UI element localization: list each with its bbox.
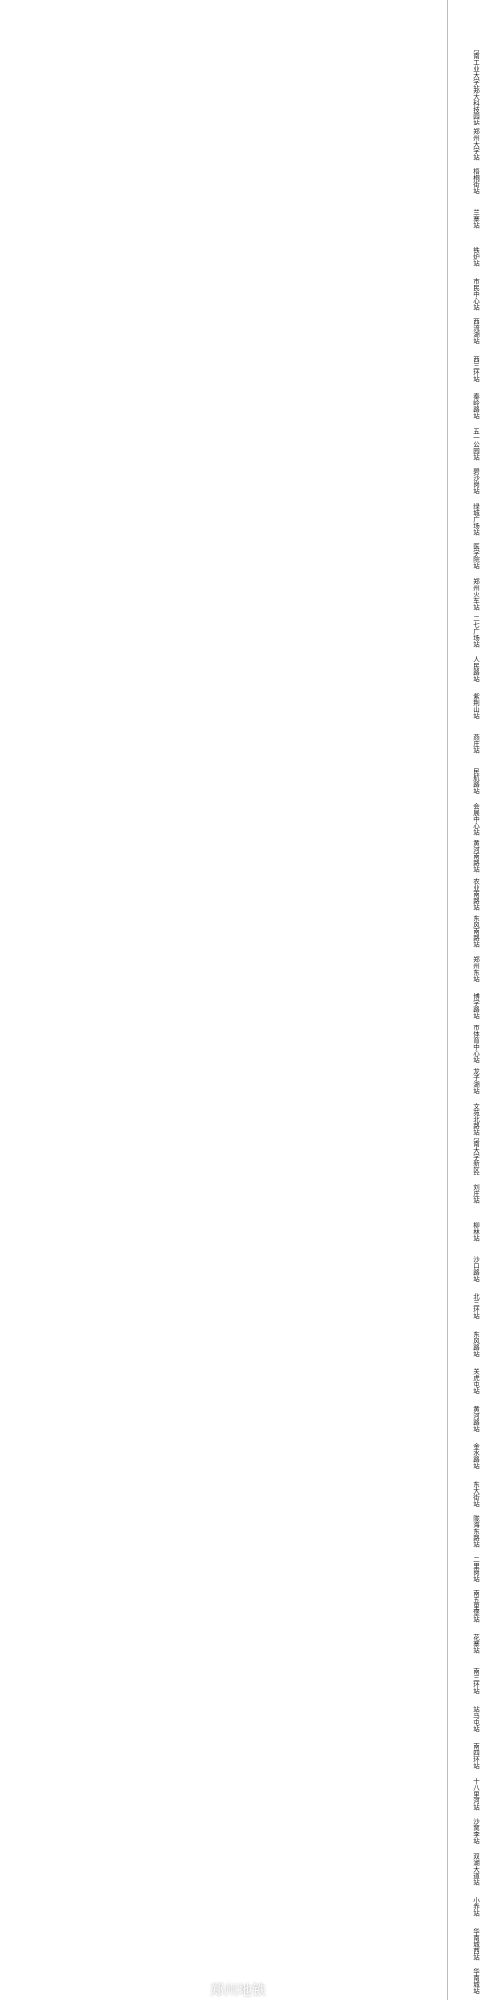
- row-label: 梧桐街站: [471, 168, 480, 195]
- watermark-text: 郑州地铁: [210, 1983, 266, 1999]
- row-label: 东大街站: [471, 1480, 480, 1507]
- heatmap-grid: [0, 50, 447, 2000]
- row-label: 五一公园站: [471, 427, 480, 461]
- row-label: 绿城广场站: [471, 502, 480, 536]
- row-label: 龙子湖站: [471, 1068, 480, 1095]
- row-label: 西流湖站: [471, 318, 480, 345]
- row-label: 郑州火车站: [471, 577, 480, 611]
- row-label: 东风南路站: [471, 915, 480, 948]
- row-label: 东风路站: [471, 1330, 480, 1357]
- row-label: 民航路站: [471, 768, 480, 795]
- row-label: 兰寨站: [471, 209, 480, 229]
- row-label: 人民路站: [471, 655, 480, 682]
- row-label: 陇海东路站: [471, 1515, 480, 1548]
- column-header-row: [0, 0, 447, 50]
- row-label: 黄河路站: [471, 1405, 480, 1432]
- row-label: 刘庄站: [471, 1184, 480, 1204]
- row-label: 沙窝李站: [471, 1818, 480, 1845]
- row-label: 沙口路站: [471, 1255, 480, 1282]
- row-label: 南四环站: [471, 1743, 480, 1770]
- row-label: 农业南路站: [471, 877, 480, 911]
- row-label: 华南城西站: [471, 1927, 480, 1961]
- row-label: 小乔站: [471, 1896, 480, 1917]
- row-label: 郑州东站: [471, 955, 480, 982]
- row-label: 黄河南路站: [471, 840, 480, 873]
- row-label: 秦岭路站: [471, 393, 480, 420]
- row-label: 西三环站: [471, 355, 480, 382]
- row-label: 铁炉站: [471, 246, 480, 267]
- row-label: 柳林站: [471, 1221, 480, 1242]
- row-label: 燕庄站: [471, 734, 480, 754]
- row-label: 河南大学新区站: [471, 1137, 480, 1176]
- row-label: 北三环站: [471, 1293, 480, 1320]
- row-label: 华南城站: [471, 1968, 480, 1995]
- row-label: 南三环站: [471, 1668, 480, 1695]
- row-label: 碧沙岗站: [471, 468, 480, 495]
- row-label: 医学院站: [471, 543, 480, 570]
- row-label: 二七广场站: [471, 615, 480, 648]
- row-label: 博学路站: [471, 993, 480, 1020]
- row-label: 郑州大学站: [471, 127, 480, 161]
- row-label: 紫荆山站: [471, 693, 480, 720]
- row-label: 河南工业大学站: [471, 50, 480, 88]
- row-label: 文苑北路站: [471, 1102, 480, 1136]
- row-label: 郑大科技园站: [471, 87, 480, 126]
- row-label: 市民中心站: [471, 277, 480, 311]
- row-label: 关虎屯站: [471, 1368, 480, 1395]
- row-label: 会展中心站: [471, 802, 480, 836]
- row-label: 花寨站: [471, 1634, 480, 1654]
- row-label: 金水路站: [471, 1443, 480, 1470]
- row-label: 二里岗站: [471, 1555, 480, 1582]
- row-label: 市体育中心站: [471, 1025, 480, 1063]
- row-label: 十八里河站: [471, 1777, 480, 1811]
- row-label: 站马屯站: [471, 1705, 480, 1732]
- row-label: 双湖大道站: [471, 1852, 480, 1886]
- row-label-panel: 河南工业大学站 郑大科技园站 郑州大学站梧桐街站兰寨站铁炉站市民中心站西流湖站西三环…: [447, 0, 502, 2000]
- row-label: 南五里堡站: [471, 1590, 480, 1623]
